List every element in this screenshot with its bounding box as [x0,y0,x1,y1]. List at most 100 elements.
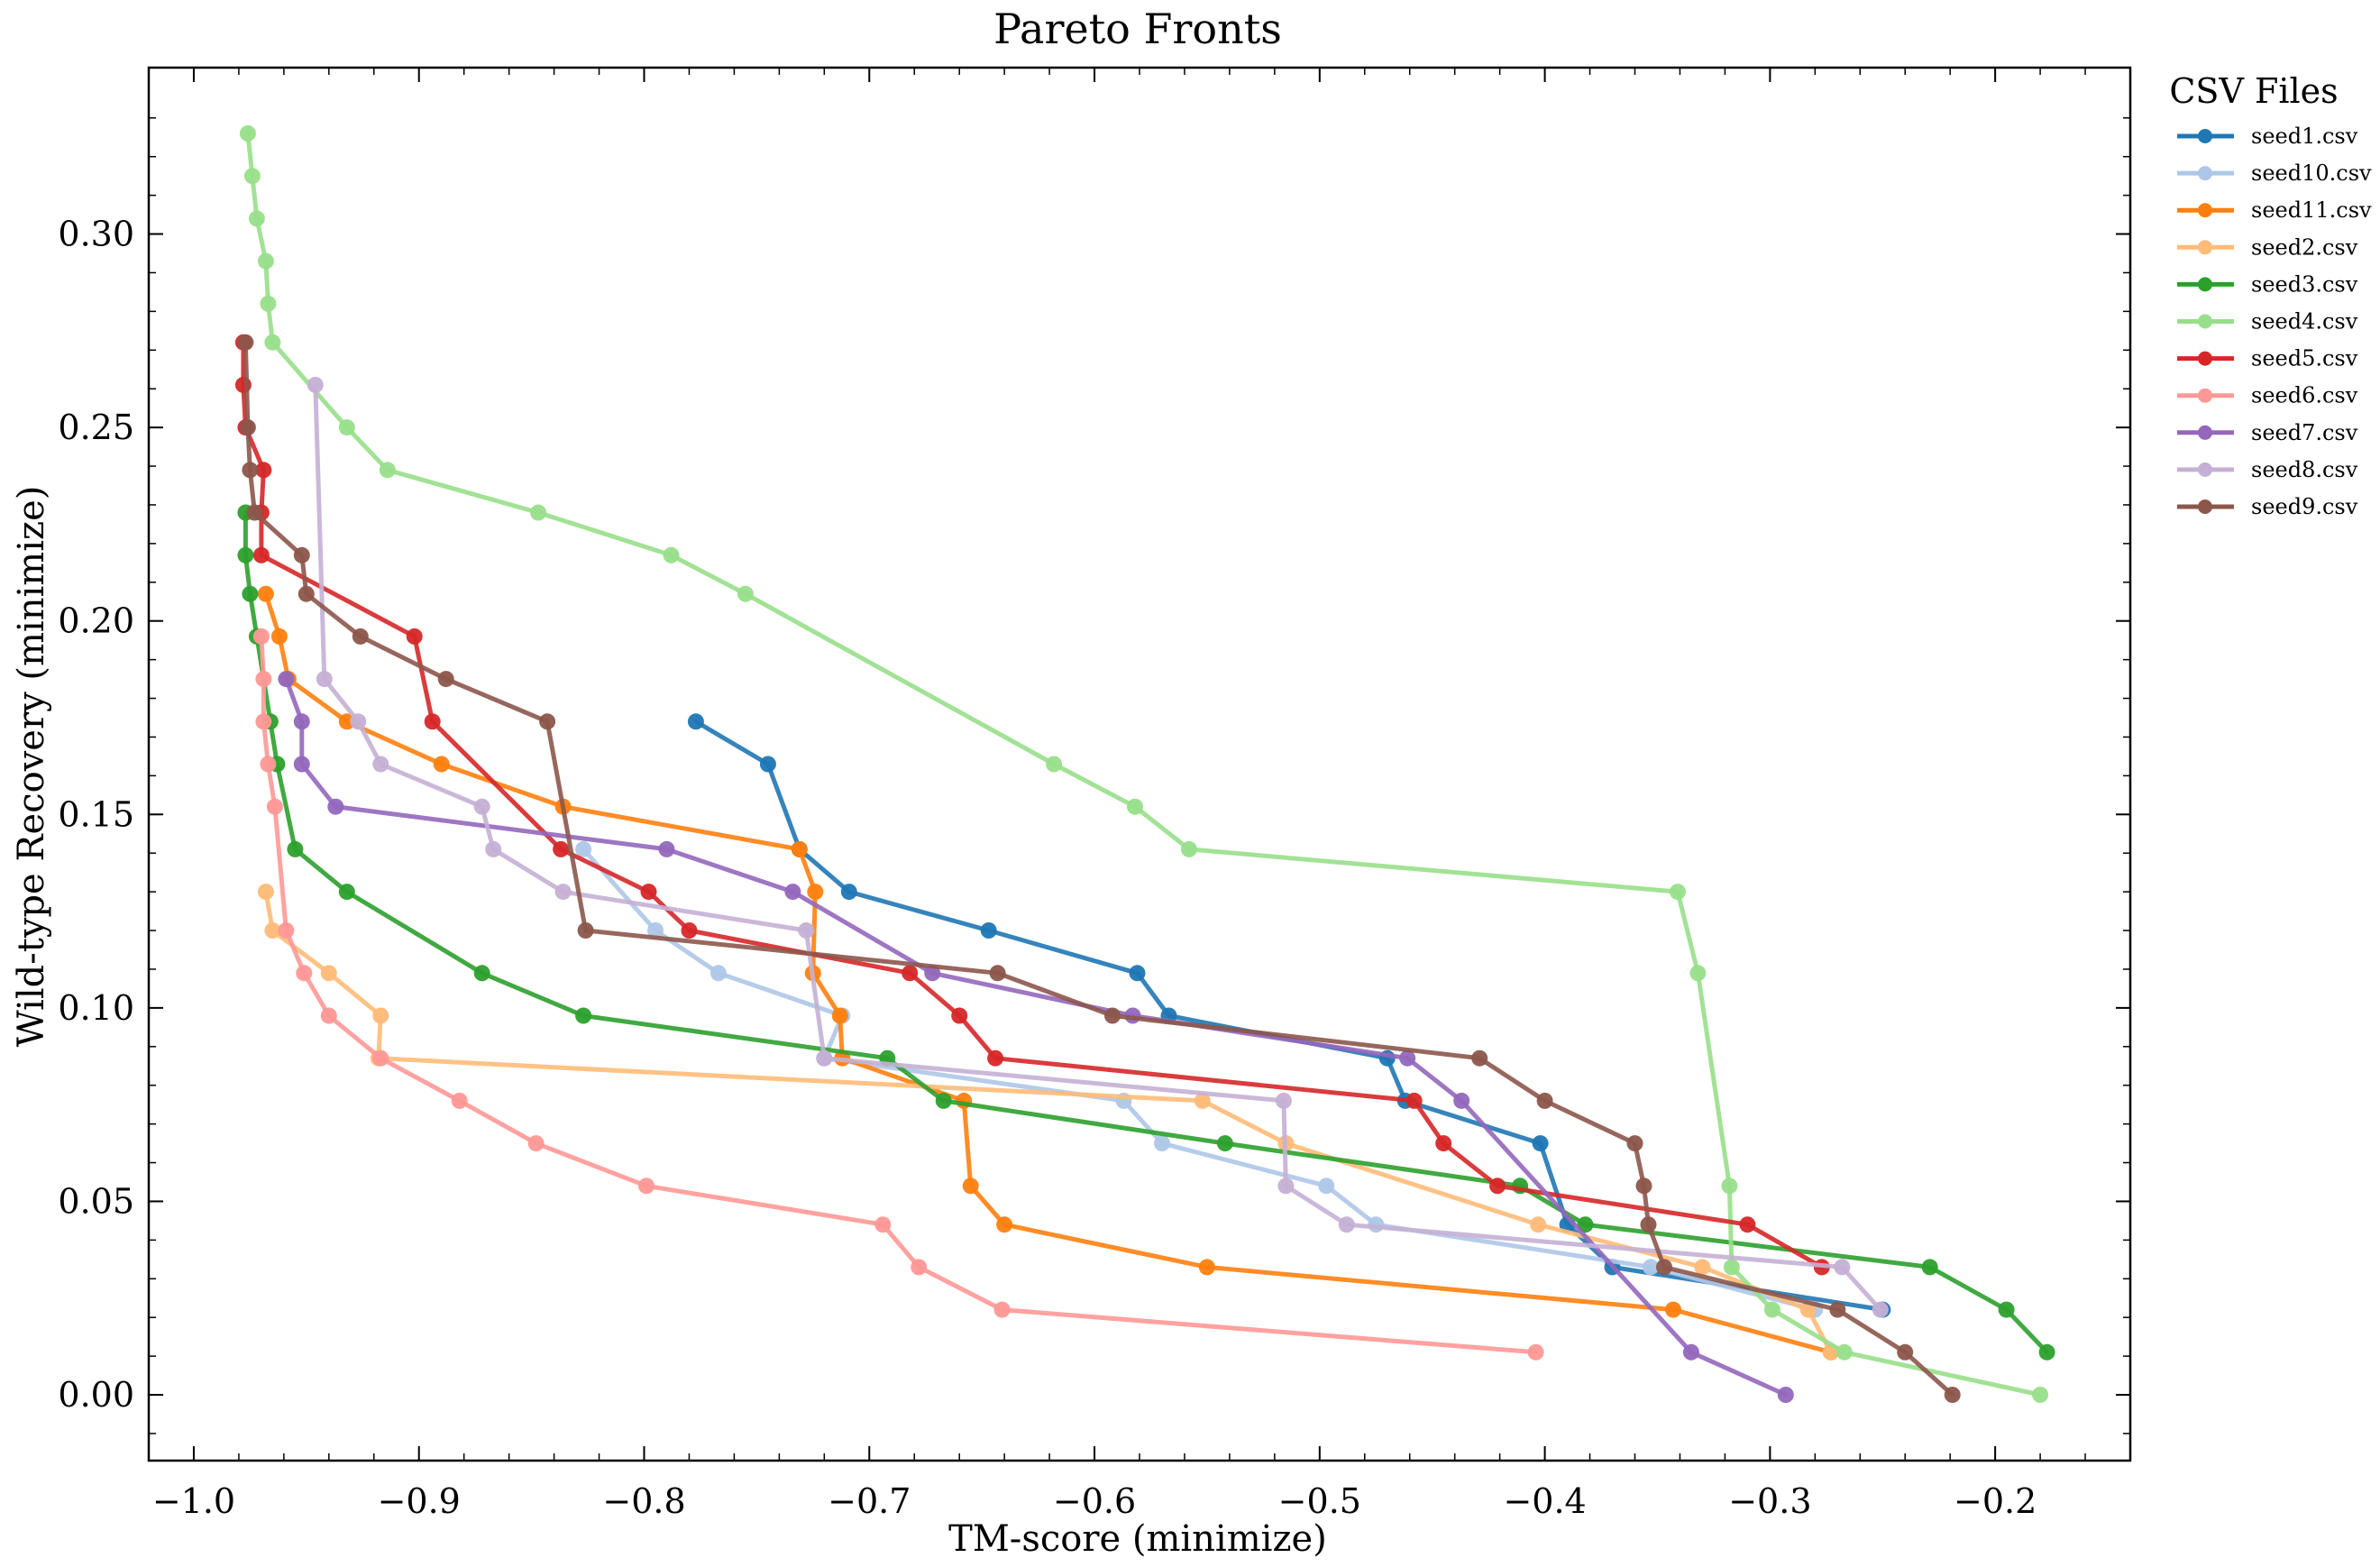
data-point [278,922,295,939]
data-point [1739,1216,1756,1233]
legend-label: seed10.csv [2251,160,2372,186]
legend-marker [2198,499,2212,514]
series-seed1 [687,713,1891,1318]
data-point [1626,1135,1643,1152]
data-point [264,334,281,351]
data-point [2032,1387,2049,1403]
legend-marker [2198,425,2212,440]
data-point [338,419,355,436]
data-point [307,376,324,393]
data-point [2038,1343,2055,1361]
data-point [1489,1178,1506,1195]
legend-label: seed6.csv [2251,383,2358,408]
data-point [1154,1135,1170,1152]
data-point [840,884,857,901]
y-tick-label: 0.30 [58,215,134,254]
series-seed8 [307,376,1889,1318]
legend-marker [2198,388,2212,403]
y-tick-label: 0.00 [58,1375,134,1415]
data-point [278,671,295,688]
data-point [784,884,801,901]
data-point [320,965,337,982]
data-point [338,884,355,901]
data-point [406,628,423,645]
data-point [1104,1007,1121,1024]
data-point [257,585,274,602]
data-point [1532,1135,1549,1152]
data-point [293,546,310,564]
y-tick-label: 0.15 [58,794,134,834]
data-point [1921,1259,1938,1276]
data-point [1643,1259,1659,1276]
data-point [874,1216,892,1233]
data-point [252,546,270,564]
data-point [980,922,997,939]
data-point [473,798,490,815]
data-point [255,462,272,479]
series-line [243,510,2050,1355]
x-tick-label: −0.6 [1053,1481,1136,1521]
data-point [239,419,256,436]
data-point [687,713,704,730]
data-point [1872,1301,1889,1318]
legend: CSV Files seed1.csv seed10.csv seed11.csv s… [2169,71,2372,519]
data-point [1453,1092,1470,1109]
data-point [239,125,256,142]
data-point [1275,1092,1292,1109]
legend-label: seed5.csv [2251,346,2358,371]
data-point [252,628,270,645]
data-point [257,252,274,270]
legend-item: seed6.csv [2177,383,2358,408]
data-point [242,462,259,479]
legend-marker [2198,203,2212,218]
data-point [527,1135,545,1152]
data-point [996,1216,1013,1233]
series-seed9 [237,334,1961,1403]
data-point [1640,1216,1657,1233]
data-point [1198,1259,1215,1276]
data-point [350,713,367,730]
legend-marker [2198,129,2212,143]
data-point [1834,1259,1851,1276]
data-point [1530,1216,1547,1233]
y-axis-title: Wild-type Recovery (minimize) [11,486,52,1048]
data-point [246,504,263,521]
data-point [737,585,754,602]
legend-item: seed10.csv [2177,160,2372,186]
data-point [989,965,1006,982]
legend-marker [2198,314,2212,329]
y-tick-label: 0.20 [58,601,134,641]
data-point [264,922,281,939]
data-point [1689,965,1707,982]
legend-item: seed7.csv [2177,420,2358,445]
legend-label: seed1.csv [2251,124,2358,149]
data-point [935,1092,952,1109]
series-seed6 [252,628,1544,1361]
data-point [902,965,919,982]
data-point [293,756,310,773]
legend-label: seed9.csv [2251,494,2358,519]
data-point [433,756,450,773]
legend-label: seed3.csv [2251,271,2358,297]
data-point [530,504,547,521]
data-point [1194,1092,1211,1109]
data-point [1777,1387,1794,1403]
legend-title: CSV Files [2169,71,2338,111]
data-point [798,922,815,939]
x-tick-label: −0.5 [1278,1481,1361,1521]
data-point [1998,1301,2015,1318]
data-point [260,295,277,312]
data-point [647,922,664,939]
legend-marker [2198,277,2212,292]
legend-label: seed4.csv [2251,309,2358,334]
data-point [987,1049,1004,1067]
legend-label: seed7.csv [2251,420,2358,445]
data-point [658,840,675,857]
data-point [270,628,288,645]
data-point [1829,1301,1846,1318]
x-axis-title: TM-score (minimize) [948,1518,1327,1560]
x-tick-label: −0.7 [828,1481,911,1521]
data-point [316,671,333,688]
series-seed4 [239,125,2049,1403]
